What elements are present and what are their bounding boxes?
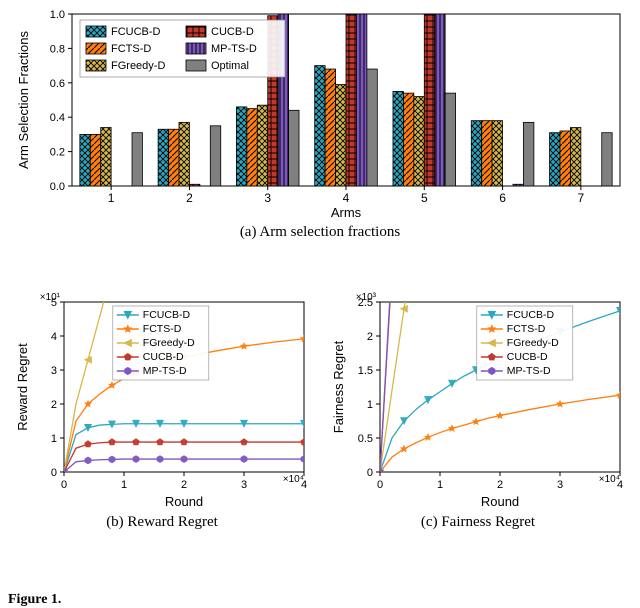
svg-text:Reward Regret: Reward Regret [15,343,30,431]
svg-text:FGreedy-D: FGreedy-D [507,337,559,349]
svg-text:×10⁴: ×10⁴ [599,474,620,485]
svg-text:4: 4 [343,191,350,205]
svg-text:0.2: 0.2 [50,147,65,159]
svg-text:FCUCB-D: FCUCB-D [111,26,161,38]
panel-a: 0.0 0.2 0.4 0.6 0.8 1.0 Arm Selection Fraction… [10,6,630,241]
svg-text:Fairness Regret: Fairness Regret [331,340,346,433]
svg-text:×10³: ×10³ [356,292,377,303]
svg-text:FCUCB-D: FCUCB-D [507,309,555,321]
caption-c: (c) Fairness Regret [328,514,628,531]
svg-text:CUCB-D: CUCB-D [211,26,254,38]
svg-text:6: 6 [499,191,506,205]
svg-text:2: 2 [51,399,57,411]
svg-text:0.4: 0.4 [50,112,65,124]
svg-text:0: 0 [61,479,67,491]
svg-text:0.6: 0.6 [50,78,65,90]
svg-text:×10¹: ×10¹ [40,292,61,303]
svg-text:Arms: Arms [331,205,362,220]
svg-text:2: 2 [497,479,503,491]
panel-c: 00.511.522.501234×10⁴×10³RoundFairness R… [328,290,628,531]
svg-text:1: 1 [437,479,443,491]
svg-text:0: 0 [367,467,373,479]
svg-text:Round: Round [481,494,519,509]
svg-text:0.0: 0.0 [50,181,65,193]
svg-text:2: 2 [367,331,373,343]
svg-text:FCUCB-D: FCUCB-D [143,309,191,321]
svg-text:0: 0 [377,479,383,491]
svg-text:FGreedy-D: FGreedy-D [143,337,195,349]
svg-text:1.5: 1.5 [358,365,373,377]
svg-text:×10⁴: ×10⁴ [283,474,304,485]
panel-b: 01234501234×10⁴×10¹RoundReward RegretFCU… [12,290,312,531]
svg-text:MP-TS-D: MP-TS-D [143,365,187,377]
figure-label-bold: Figure 1. [8,592,61,607]
svg-text:1: 1 [367,399,373,411]
svg-text:5: 5 [421,191,428,205]
svg-text:0.5: 0.5 [358,433,373,445]
svg-text:FCTS-D: FCTS-D [507,323,546,335]
svg-text:3: 3 [51,365,57,377]
svg-text:FCTS-D: FCTS-D [111,43,151,55]
svg-text:2: 2 [181,479,187,491]
svg-text:0: 0 [51,467,57,479]
svg-text:MP-TS-D: MP-TS-D [211,43,257,55]
svg-text:FGreedy-D: FGreedy-D [111,60,165,72]
svg-text:7: 7 [578,191,585,205]
figure-container: 0.0 0.2 0.4 0.6 0.8 1.0 Arm Selection Fraction… [0,0,640,608]
svg-text:MP-TS-D: MP-TS-D [507,365,551,377]
svg-text:2: 2 [186,191,193,205]
line-chart-c: 00.511.522.501234×10⁴×10³RoundFairness R… [328,290,628,510]
caption-a: (a) Arm selection fractions [10,224,630,241]
svg-text:1: 1 [108,191,115,205]
svg-text:1: 1 [121,479,127,491]
figure-label: Figure 1. [8,592,61,608]
svg-text:Arm Selection Fractions: Arm Selection Fractions [16,31,31,169]
svg-text:1.0: 1.0 [50,9,65,21]
svg-text:4: 4 [51,331,57,343]
svg-text:Round: Round [165,494,203,509]
svg-text:1: 1 [51,433,57,445]
svg-text:3: 3 [557,479,563,491]
caption-b: (b) Reward Regret [12,514,312,531]
svg-text:CUCB-D: CUCB-D [143,351,184,363]
svg-text:3: 3 [264,191,271,205]
bar-chart-a: 0.0 0.2 0.4 0.6 0.8 1.0 Arm Selection Fraction… [10,6,630,220]
svg-text:0.8: 0.8 [50,43,65,55]
svg-text:3: 3 [241,479,247,491]
svg-text:CUCB-D: CUCB-D [507,351,548,363]
svg-text:Optimal: Optimal [211,60,249,72]
svg-text:FCTS-D: FCTS-D [143,323,182,335]
line-chart-b: 01234501234×10⁴×10¹RoundReward RegretFCU… [12,290,312,510]
